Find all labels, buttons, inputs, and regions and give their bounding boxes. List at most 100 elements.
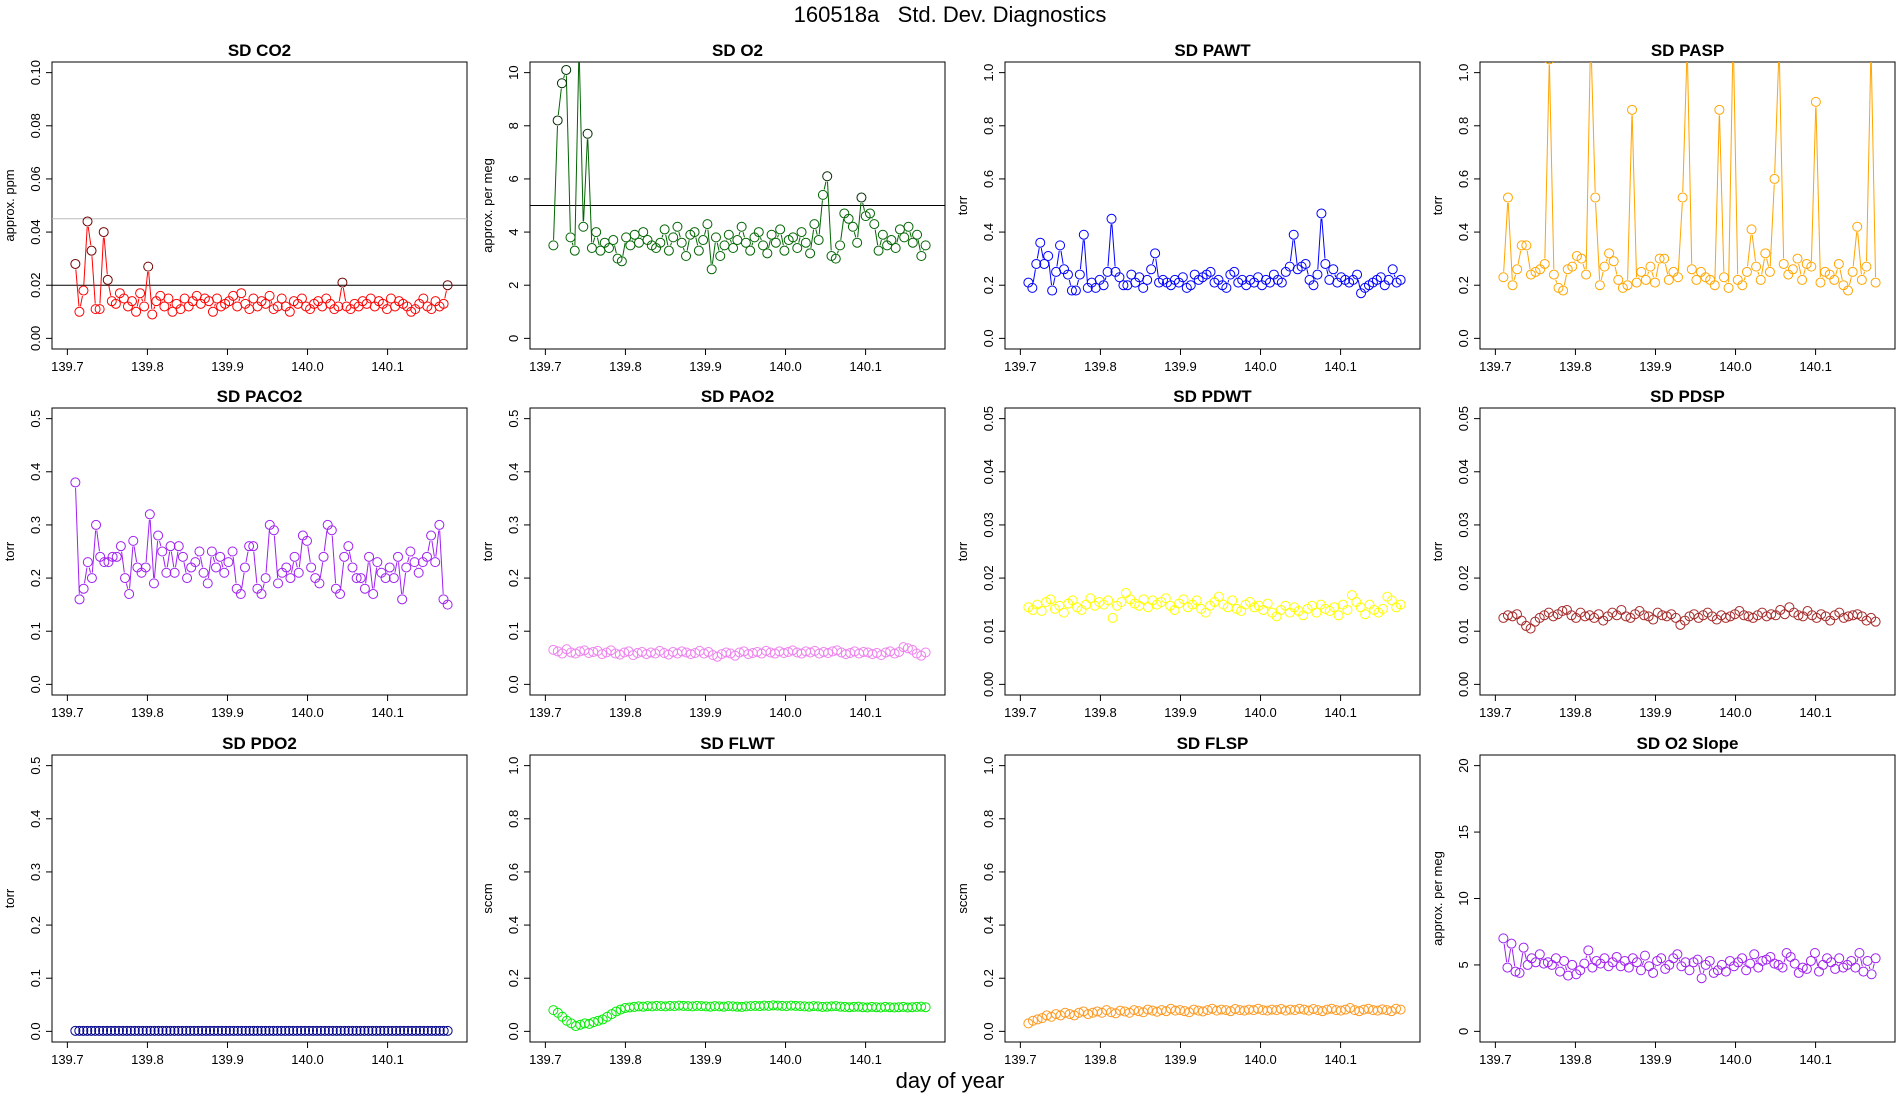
- series-segment: [1870, 62, 1877, 278]
- data-point: [190, 557, 201, 568]
- series-segment: [1326, 269, 1329, 275]
- series-segment: [1582, 263, 1586, 270]
- series-segment: [1503, 202, 1509, 272]
- plot-frame: [1479, 407, 1896, 696]
- x-tick-label: 140.0: [769, 359, 802, 374]
- series-segment: [394, 562, 398, 573]
- data-point: [1695, 266, 1706, 277]
- series-segment: [682, 247, 685, 251]
- data-point: [1229, 266, 1240, 277]
- data-point: [1329, 602, 1340, 613]
- data-point: [82, 557, 93, 568]
- data-point: [182, 573, 193, 584]
- data-point: [139, 301, 150, 312]
- series-segment: [1614, 266, 1618, 275]
- data-point: [208, 1025, 219, 1036]
- data-point: [1766, 609, 1777, 620]
- data-point: [127, 296, 138, 307]
- series-segment: [1766, 258, 1770, 267]
- data-point: [326, 525, 337, 536]
- data-point: [434, 1025, 445, 1036]
- x-tick-label: 139.8: [1084, 1052, 1117, 1067]
- data-point: [1249, 602, 1260, 613]
- data-point: [1317, 1006, 1328, 1017]
- data-point: [111, 551, 122, 562]
- data-point: [1843, 611, 1854, 622]
- series-segment: [1317, 218, 1322, 270]
- data-point: [628, 650, 639, 661]
- data-point: [1516, 240, 1527, 251]
- series-segment: [79, 295, 83, 307]
- figure-title: 160518a Std. Dev. Diagnostics: [793, 2, 1107, 27]
- series-segment: [1519, 953, 1524, 968]
- y-tick-label: 0.00: [981, 672, 996, 697]
- data-point: [289, 551, 300, 562]
- series-segment: [1761, 258, 1765, 275]
- series-segment: [207, 556, 212, 578]
- series-segment: [1803, 269, 1806, 275]
- data-point: [82, 1025, 93, 1036]
- data-point: [159, 301, 170, 312]
- data-point: [597, 649, 608, 660]
- y-tick-label: 0.6: [506, 863, 521, 881]
- series-segment: [365, 562, 369, 584]
- data-point: [1720, 966, 1731, 977]
- data-point: [1793, 610, 1804, 621]
- y-tick-label: 0.4: [506, 463, 521, 481]
- series-segment: [553, 125, 558, 240]
- series-segment: [874, 229, 879, 246]
- panel-sd-pasp: SD PASP torr 0.0 0.2 0.4 0.6 0.8 1.0 139.7 139.8 1…: [1430, 41, 1896, 374]
- data-point: [409, 557, 420, 568]
- data-point: [1558, 285, 1569, 296]
- series-segment: [909, 231, 912, 238]
- data-point: [805, 248, 816, 259]
- series-segment: [759, 237, 762, 241]
- series-segment: [141, 298, 144, 302]
- data-point: [823, 648, 834, 659]
- data-point: [1805, 955, 1816, 966]
- series-segment: [166, 551, 171, 568]
- series-segment: [1839, 269, 1843, 280]
- series-segment: [1111, 224, 1116, 267]
- data-point: [830, 253, 841, 264]
- data-point: [70, 258, 81, 269]
- data-area: [1498, 602, 1881, 634]
- data-point: [260, 298, 271, 309]
- series-segment: [1798, 263, 1802, 275]
- data-point: [1648, 614, 1659, 625]
- series-segment: [103, 237, 108, 275]
- data-point: [548, 240, 559, 251]
- data-point: [548, 644, 559, 655]
- series-segment: [574, 62, 580, 246]
- x-tick-label: 139.8: [131, 1052, 164, 1067]
- series-segment: [153, 306, 156, 310]
- data-point: [1778, 258, 1789, 269]
- data-point: [145, 1025, 156, 1036]
- x-tick-label: 139.8: [1084, 705, 1117, 720]
- data-point: [603, 243, 614, 254]
- series-segment: [291, 562, 295, 573]
- data-point: [556, 78, 567, 89]
- data-point: [916, 1001, 927, 1012]
- y-tick-label: 6: [506, 175, 521, 182]
- x-tick-label: 139.9: [211, 1052, 244, 1067]
- series-segment: [1104, 277, 1107, 281]
- series-segment: [1605, 258, 1608, 262]
- data-point: [1150, 248, 1161, 259]
- series-segment: [1507, 949, 1512, 963]
- data-point: [1055, 240, 1066, 251]
- data-point: [403, 1025, 414, 1036]
- series-segment: [818, 200, 823, 235]
- data-point: [140, 562, 151, 573]
- panel-sd-pao2: SD PAO2 torr 0.0 0.1 0.2 0.3 0.4 0.5 139.7 139.8 1…: [480, 387, 946, 720]
- y-tick-label: 0.0: [28, 675, 43, 693]
- y-tick-label: 2: [506, 282, 521, 289]
- x-tick-label: 140.0: [1719, 705, 1752, 720]
- y-tick-label: 0.4: [981, 223, 996, 241]
- x-tick-label: 139.8: [609, 705, 642, 720]
- x-tick-label: 139.8: [1084, 359, 1117, 374]
- data-point: [173, 1025, 184, 1036]
- series-segment: [183, 562, 187, 573]
- y-tick-label: 0.5: [506, 410, 521, 428]
- data-point: [202, 578, 213, 589]
